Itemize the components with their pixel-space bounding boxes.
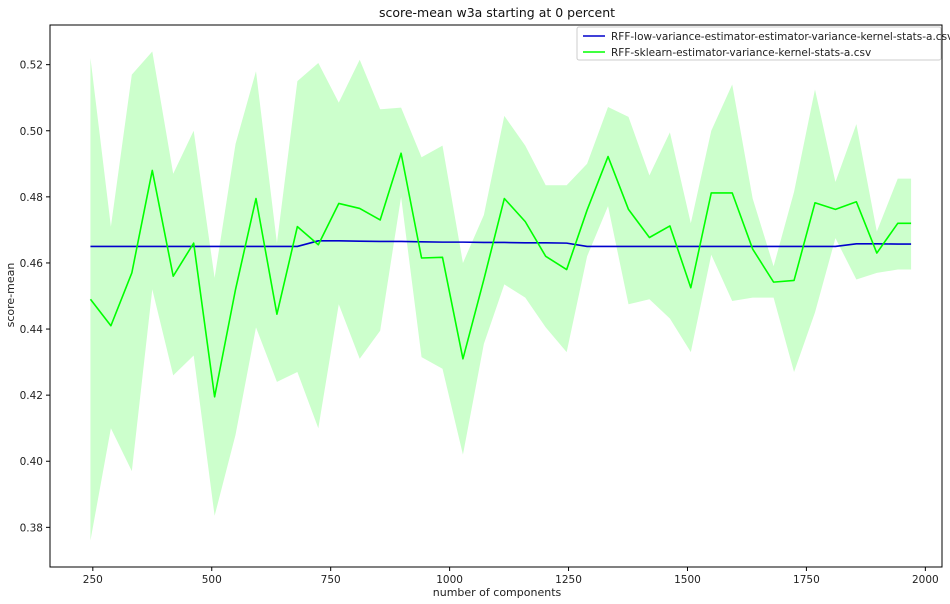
legend-box — [576, 26, 942, 61]
x-tick-label: 1750 — [793, 574, 820, 586]
x-tick-label: 1000 — [436, 574, 463, 586]
x-axis: 250 500 750 1000 1250 1500 1750 2000 — [83, 567, 939, 586]
legend: RFF-low-variance-estimator-estimator-var… — [576, 26, 950, 61]
y-tick-label: 0.42 — [20, 390, 43, 402]
y-tick-label: 0.38 — [20, 522, 43, 534]
band-layer — [90, 51, 912, 541]
y-tick-label: 0.48 — [20, 192, 43, 204]
y-axis: 0.38 0.40 0.42 0.44 0.46 0.48 0.50 0.52 — [20, 60, 50, 534]
series-layer — [89, 152, 912, 398]
x-tick-label: 2000 — [912, 574, 939, 586]
legend-label-sklearn: RFF-sklearn-estimator-variance-kernel-st… — [611, 47, 871, 59]
legend-label-low-variance: RFF-low-variance-estimator-estimator-var… — [611, 31, 950, 43]
x-tick-label: 250 — [83, 574, 103, 586]
x-tick-label: 1250 — [555, 574, 582, 586]
y-tick-label: 0.44 — [20, 324, 44, 336]
series-1-band — [90, 51, 912, 541]
plot-frame — [49, 24, 943, 568]
y-tick-label: 0.46 — [20, 258, 44, 270]
y-tick-label: 0.50 — [20, 126, 43, 138]
y-tick-label: 0.40 — [20, 456, 43, 468]
y-axis-label: score-mean — [4, 263, 17, 328]
x-tick-label: 750 — [321, 574, 341, 586]
x-axis-label: number of components — [433, 586, 562, 599]
y-tick-label: 0.52 — [20, 60, 43, 72]
series-1-line — [89, 152, 912, 398]
series-0-line — [90, 240, 912, 248]
x-tick-label: 500 — [202, 574, 222, 586]
chart-title: score-mean w3a starting at 0 percent — [379, 5, 615, 20]
x-tick-label: 1500 — [674, 574, 701, 586]
